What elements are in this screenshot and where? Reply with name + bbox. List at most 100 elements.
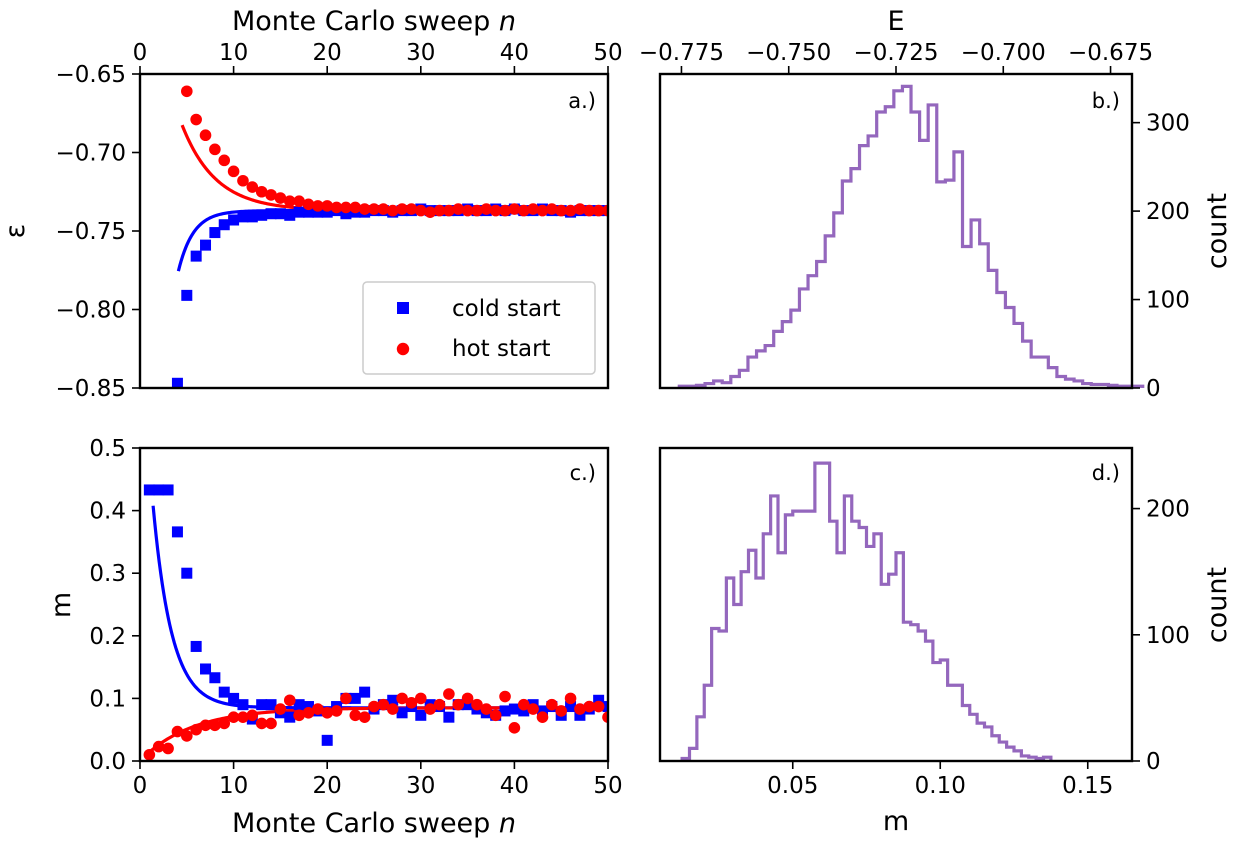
cold-start-point [349,692,361,704]
hot-start-point [471,698,483,711]
hot-start-point [424,703,436,715]
hot-start-point [489,204,502,217]
x-tick-label: 20 [313,40,342,66]
cold-start-point [162,484,174,496]
hot-start-point [283,694,296,707]
hot-start-point [368,700,380,713]
legend-hot-label: hot start [452,336,551,362]
hot-start-point [499,690,511,703]
cold-start-point [593,694,605,706]
x-tick-label: −0.675 [1068,40,1153,66]
cold-start-point [143,484,155,496]
panel-d-frame [658,446,1134,763]
y-tick-label: 0 [1146,749,1161,775]
y-tick-label: −0.85 [56,376,126,402]
hot-start-point [536,204,549,217]
hot-start-point [555,705,567,717]
y-tick-label: 0.4 [89,499,126,525]
panel-b-energy-histogram: −0.775 −0.750 −0.725 −0.700 −0.675 0 100 200 300… [639,6,1233,402]
legend-hot-marker [396,342,410,356]
hot-start-point [546,698,558,711]
hot-start-point [602,711,608,723]
hot-start-point [461,204,474,217]
cold-start-point [237,211,249,223]
hot-start-point [508,203,521,215]
hot-start-point [405,696,418,709]
hot-start-point [274,192,287,204]
hot-start-point [162,742,174,755]
hot-start-point [527,703,539,715]
hot-start-point [508,722,521,734]
cold-start-point [284,711,296,723]
hot-start-point [349,201,362,214]
panel-b-ticks: −0.775 −0.750 −0.725 −0.700 −0.675 0 100 200 300 [639,40,1190,402]
x-tick-label: 40 [500,40,529,66]
x-tick-label: 30 [406,40,435,66]
cold-start-point [293,206,305,218]
cold-start-point [181,567,193,579]
y-tick-label: 200 [1146,497,1190,523]
x-tick-label: 50 [593,40,622,66]
cold-start-point [218,686,230,698]
hot-start-point [143,748,156,761]
x-tick-label: 0.15 [1062,773,1113,799]
panel-a-frame [138,72,610,390]
hot-start-point [265,717,277,730]
cold-start-point [518,705,530,717]
hot-start-point [564,204,577,217]
hot-start-point [330,705,343,717]
legend-cold-marker [397,302,409,314]
plot-area [143,484,608,761]
cold-start-point [321,734,333,746]
cold-start-point [602,701,608,713]
hot-start-point [312,200,324,212]
hot-start-point [517,204,530,217]
cold-start-point [302,206,314,218]
hot-start-point [237,174,249,187]
hot-start-point [461,692,474,705]
hot-start-point [377,203,390,215]
hot-start-point [237,711,249,723]
hot-start-point [199,129,212,142]
y-tick-label: −0.80 [56,298,126,324]
hot-start-point [574,703,586,715]
x-tick-label: 10 [219,773,248,799]
y-tick-label: −0.65 [56,62,126,88]
hot-start-point [302,706,315,719]
panel-a-energy-vs-sweep: 0 10 20 30 40 50 −0.85 −0.80 −0.75 −0.70 −0.65 a.)… [0,6,623,402]
hot-start-point [209,719,221,732]
y-tick-label: 300 [1146,111,1190,137]
cold-start-point [265,699,277,711]
hot-start-point [471,204,483,217]
cold-start-point [171,526,183,538]
hot-start-point [358,711,371,723]
hot-start-point [555,204,567,217]
hot-start-point [293,709,305,722]
x-tick-label: 30 [406,773,435,799]
hot-start-point [415,692,427,705]
hot-start-point [218,717,231,730]
cold-start-point [312,206,324,218]
hot-start-point [190,113,202,126]
cold-start-point [228,214,240,226]
hot-start-point [424,206,436,218]
hot-start-point [218,154,231,167]
hot-start-point [302,198,315,211]
cold-start-point [265,208,277,220]
x-tick-label: 0.10 [915,773,966,799]
x-tick-label: 10 [219,40,248,66]
x-tick-label: −0.775 [639,40,724,66]
cold-start-point [190,250,202,262]
hot-start-point [592,204,605,217]
panel-a-top-xlabel: Monte Carlo sweep n [232,6,516,37]
hot-start-point [489,709,502,722]
legend-cold-label: cold start [452,296,561,322]
cold-start-point [284,209,296,221]
hot-start-point [227,165,240,178]
hot-start-point [152,740,165,753]
hot-start-point [452,203,465,215]
cold-start-point [574,709,586,721]
hot-start-point [564,692,577,705]
hot-start-point [181,85,193,98]
cold-start-point [359,686,371,698]
